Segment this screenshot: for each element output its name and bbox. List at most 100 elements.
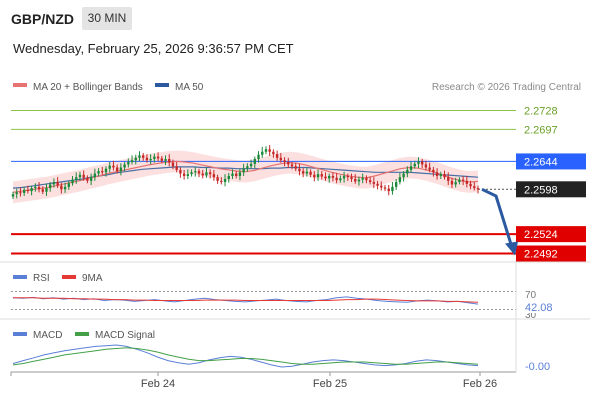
candle-body <box>413 163 416 167</box>
candle-body <box>305 171 309 174</box>
rsi-value-bg <box>520 301 560 313</box>
candle-body <box>435 172 439 176</box>
time-tick-label: Feb 24 <box>141 378 175 390</box>
candle-body <box>104 168 108 173</box>
candle-body <box>432 169 435 173</box>
candle-body <box>409 166 413 170</box>
candle-body <box>272 151 275 155</box>
candle-body <box>63 186 67 190</box>
candle-body <box>283 160 286 163</box>
candle-body <box>261 151 264 155</box>
time-axis: Feb 24 Feb 25 Feb 26 <box>10 372 497 390</box>
candle-body <box>186 174 190 176</box>
candle-body <box>458 179 461 183</box>
price-levels: 2.2728 2.2697 2.2644 2.2598 2.2524 2.2492 <box>11 106 586 262</box>
candle-body <box>469 183 472 187</box>
pivot-label: 2.2644 <box>524 156 558 168</box>
candle-body <box>264 149 268 152</box>
candle-body <box>19 192 22 194</box>
candle-body <box>361 177 364 180</box>
current-price-label: 2.2598 <box>524 184 558 196</box>
ma20-legend-swatch <box>13 83 27 87</box>
candle-body <box>201 173 204 176</box>
candle-body <box>279 157 283 161</box>
candle-body <box>49 184 52 189</box>
candle-body <box>372 182 376 184</box>
rsi-tick-30: 30 <box>525 310 537 321</box>
rsi-tick-70: 70 <box>525 290 537 301</box>
candle-body <box>380 185 383 188</box>
candle-body <box>335 177 338 181</box>
candle-body <box>182 173 186 176</box>
candle-body <box>275 154 279 158</box>
candle-body <box>450 180 454 185</box>
candle-body <box>417 161 420 164</box>
candle-body <box>112 165 115 168</box>
candle-body <box>465 180 469 184</box>
candle-body <box>309 171 312 175</box>
candle-body <box>324 176 327 179</box>
candle-body <box>205 172 208 176</box>
candle-body <box>339 178 342 181</box>
candle-body <box>368 180 372 183</box>
candle-body <box>476 188 480 190</box>
candle-body <box>82 174 85 178</box>
candle-body <box>212 174 216 178</box>
timeframe-badge[interactable]: 30 MIN <box>82 7 132 30</box>
candle-body <box>268 149 271 152</box>
candle-body <box>86 177 89 181</box>
candle-body <box>242 168 245 173</box>
forecast-arrow-path <box>481 187 514 248</box>
candle-body <box>179 169 182 174</box>
candle-body <box>71 179 74 184</box>
candle-body <box>350 177 353 179</box>
macd-legend-swatch <box>13 332 27 336</box>
candle-body <box>160 158 163 161</box>
candle-body <box>365 177 368 181</box>
candle-body <box>227 175 230 179</box>
ma50-legend-swatch <box>155 83 169 87</box>
candle-body <box>108 165 111 169</box>
candle-body <box>194 171 197 173</box>
candle-body <box>15 192 18 195</box>
candle-body <box>216 177 219 181</box>
candle-body <box>231 173 234 176</box>
candle-body <box>78 174 82 178</box>
candle-body <box>164 159 167 161</box>
candle-body <box>97 171 100 174</box>
candle-body <box>93 173 97 178</box>
time-tick-label: Feb 25 <box>313 378 347 390</box>
support-label-box <box>516 245 586 262</box>
candle-body <box>26 189 30 192</box>
support-label: 2.2492 <box>524 249 558 261</box>
candle-body <box>34 186 37 189</box>
candle-body <box>149 159 152 161</box>
rsi-legend-swatch <box>13 275 27 279</box>
candle-body <box>119 167 123 172</box>
candle-body <box>223 179 227 183</box>
chart-header: GBP/NZD 30 MIN <box>0 0 590 38</box>
ma50-legend-label: MA 50 <box>175 82 204 93</box>
candle-body <box>316 174 320 178</box>
candle-body <box>342 175 346 179</box>
candle-body <box>138 155 141 158</box>
candle-body <box>376 183 379 186</box>
candle-body <box>391 186 394 192</box>
candle-body <box>127 162 130 165</box>
macd-signal-line <box>12 347 479 366</box>
candle-body <box>101 171 104 173</box>
candle-body <box>447 177 450 181</box>
macd-last-value: -0.00 <box>525 361 550 373</box>
macd-plot: -0.00 <box>12 344 550 373</box>
support-label: 2.2524 <box>524 229 558 241</box>
candle-body <box>461 179 465 181</box>
candle-body <box>235 173 238 176</box>
candle-body <box>37 186 41 190</box>
candle-body <box>394 182 398 187</box>
candle-body <box>67 183 70 187</box>
candle-body <box>130 160 134 163</box>
candle-body <box>331 175 335 178</box>
candle-body <box>249 163 253 167</box>
candle-body <box>75 177 78 180</box>
